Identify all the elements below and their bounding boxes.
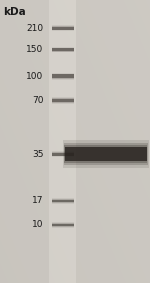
Bar bbox=[52, 74, 74, 78]
Bar bbox=[52, 26, 74, 30]
Bar bbox=[52, 199, 74, 203]
Bar bbox=[52, 73, 74, 80]
Bar bbox=[64, 143, 148, 165]
Bar bbox=[52, 198, 74, 204]
Bar bbox=[52, 98, 74, 103]
Text: 150: 150 bbox=[26, 45, 44, 54]
Text: kDa: kDa bbox=[3, 7, 26, 17]
Bar bbox=[63, 140, 148, 168]
Text: 210: 210 bbox=[26, 24, 44, 33]
Text: 10: 10 bbox=[32, 220, 44, 230]
Bar bbox=[52, 222, 74, 228]
Text: 17: 17 bbox=[32, 196, 44, 205]
Bar bbox=[52, 200, 74, 202]
Bar bbox=[52, 25, 74, 31]
Bar bbox=[52, 48, 74, 52]
Bar bbox=[52, 74, 74, 79]
Bar bbox=[52, 223, 74, 227]
Text: 100: 100 bbox=[26, 72, 44, 81]
Bar bbox=[52, 27, 74, 29]
Bar bbox=[52, 47, 74, 52]
Bar bbox=[52, 48, 74, 51]
Text: 70: 70 bbox=[32, 96, 44, 105]
Bar bbox=[52, 152, 74, 156]
Bar bbox=[52, 99, 74, 102]
Bar bbox=[64, 145, 147, 163]
Bar bbox=[52, 224, 74, 226]
Text: 35: 35 bbox=[32, 150, 44, 159]
Bar bbox=[52, 97, 74, 104]
Bar bbox=[52, 151, 74, 157]
Bar bbox=[64, 147, 147, 161]
Bar bbox=[52, 153, 74, 156]
